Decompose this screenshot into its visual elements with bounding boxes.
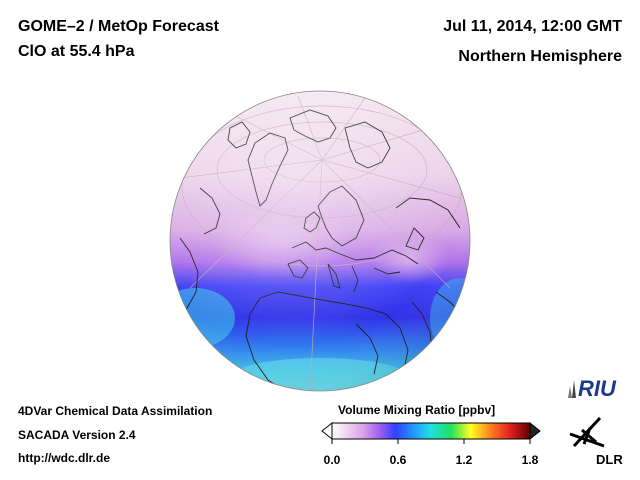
dlr-logo-icon: DLR — [569, 416, 623, 467]
forecast-date: Jul 11, 2014, 12:00 GMT — [443, 18, 622, 35]
colorbar-tick-label-2: 1.2 — [456, 453, 473, 467]
riu-logo-icon: RIU — [568, 376, 617, 401]
map-subtitle: ClO at 55.4 hPa — [18, 43, 135, 60]
version-label: SACADA Version 2.4 — [18, 428, 136, 442]
dlr-text: DLR — [596, 452, 623, 467]
globe-map — [169, 90, 471, 392]
map-title: GOME–2 / MetOp Forecast — [18, 18, 219, 35]
colorbar-title: Volume Mixing Ratio [ppbv] — [338, 403, 496, 417]
colorbar-tick-label-3: 1.8 — [522, 453, 539, 467]
colorbar: 0.0 0.6 1.2 1.8 — [321, 421, 541, 467]
riu-text: RIU — [578, 376, 617, 401]
region-label: Northern Hemisphere — [458, 48, 622, 65]
colorbar-max-arrow — [529, 421, 541, 441]
colorbar-tick-label-0: 0.0 — [324, 453, 341, 467]
colorbar-tick-label-1: 0.6 — [390, 453, 407, 467]
method-label: 4DVar Chemical Data Assimilation — [18, 404, 213, 418]
colorbar-min-arrow — [321, 421, 333, 441]
url-link[interactable]: http://wdc.dlr.de — [18, 451, 110, 465]
